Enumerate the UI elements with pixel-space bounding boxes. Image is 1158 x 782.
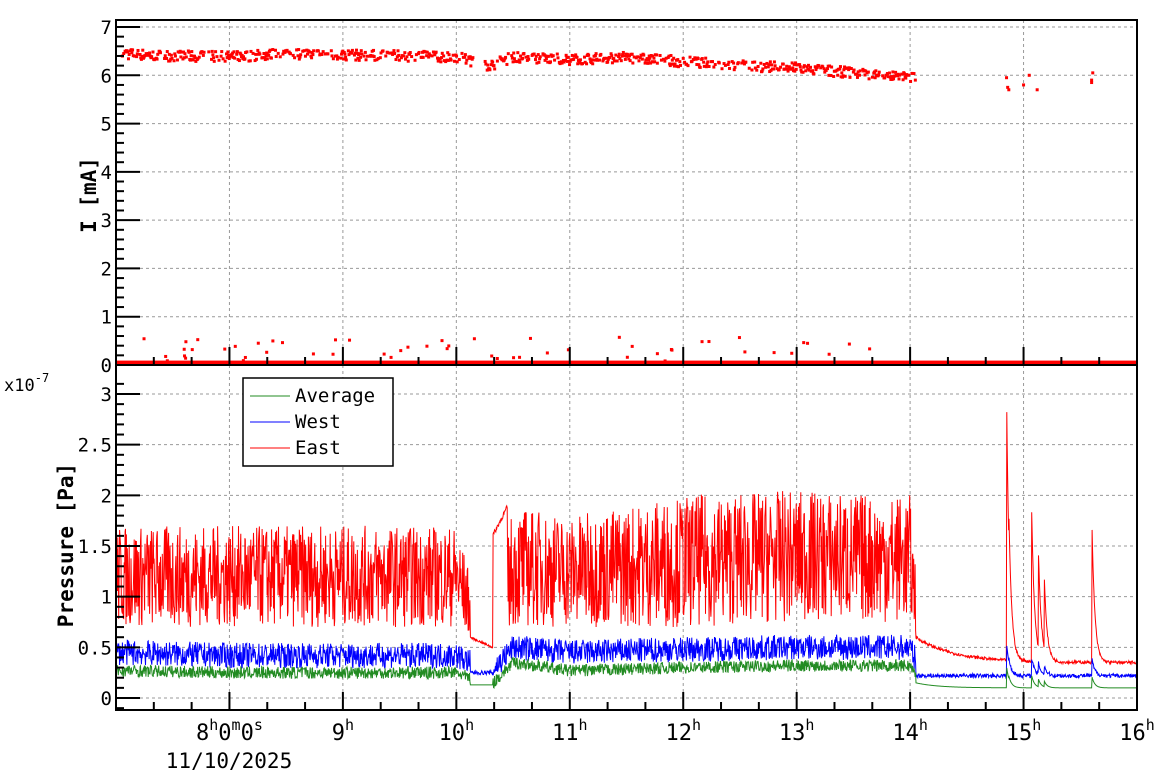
svg-text:1: 1 <box>101 307 112 329</box>
svg-text:8h0m0s: 8h0m0s <box>196 716 263 746</box>
svg-text:5: 5 <box>101 114 112 136</box>
y-multiplier: x10-7 <box>4 371 49 396</box>
svg-text:2.5: 2.5 <box>78 435 112 457</box>
bottom-y-axis-label: Pressure [Pa] <box>54 463 78 627</box>
svg-text:10h: 10h <box>439 716 475 746</box>
svg-text:14h: 14h <box>892 716 928 746</box>
axes-frame <box>115 19 1138 711</box>
x-tick-labels: 8h0m0s 9h 10h 11h 12h 13h 14h 15h 16h <box>196 716 1155 746</box>
svg-text:11h: 11h <box>552 716 588 746</box>
top-y-axis-label: I [mA] <box>77 157 101 233</box>
y-tick-labels: 0 1 2 3 4 5 6 7 0 0.5 1 1.5 2 2.5 3 <box>78 17 112 710</box>
svg-text:16h: 16h <box>1119 716 1155 746</box>
top-panel-grid <box>116 20 1138 366</box>
svg-text:12h: 12h <box>665 716 701 746</box>
svg-text:2: 2 <box>101 258 112 280</box>
svg-text:1.5: 1.5 <box>78 536 112 558</box>
legend-west-label: West <box>295 411 341 433</box>
svg-text:0: 0 <box>101 355 112 377</box>
svg-text:4: 4 <box>101 162 112 184</box>
x-axis-date: 11/10/2025 <box>166 749 292 773</box>
legend-east-label: East <box>295 437 341 459</box>
pressure-lines <box>115 412 1138 689</box>
svg-text:3: 3 <box>101 210 112 232</box>
svg-text:3: 3 <box>101 384 112 406</box>
svg-text:1: 1 <box>101 587 112 609</box>
svg-text:7: 7 <box>101 17 112 39</box>
legend-average-label: Average <box>295 385 375 407</box>
current-scatter <box>116 48 1137 365</box>
svg-text:6: 6 <box>101 65 112 87</box>
legend: Average West East <box>242 377 394 467</box>
svg-text:9h: 9h <box>332 716 354 746</box>
svg-text:0: 0 <box>101 688 112 710</box>
svg-text:0.5: 0.5 <box>78 637 112 659</box>
svg-text:13h: 13h <box>779 716 815 746</box>
svg-text:15h: 15h <box>1006 716 1042 746</box>
svg-text:2: 2 <box>101 485 112 507</box>
